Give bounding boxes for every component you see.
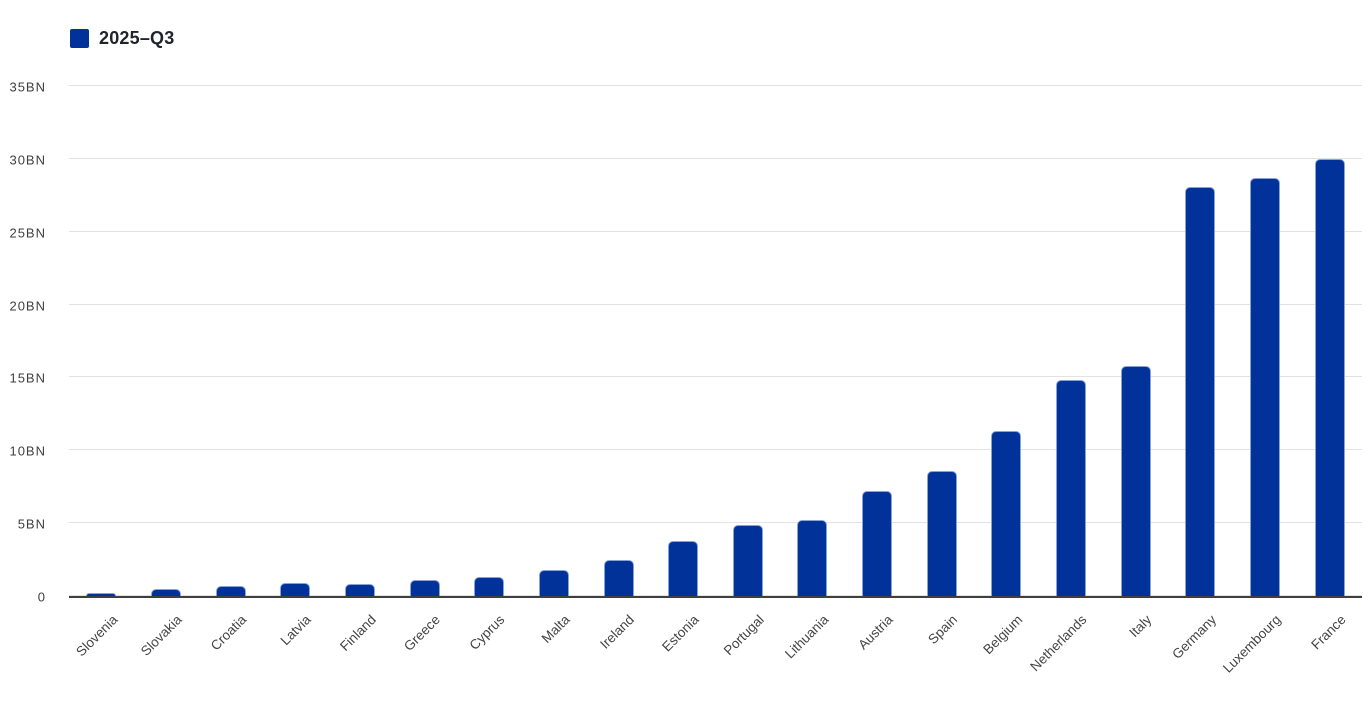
- gridline-10bn: [69, 449, 1362, 451]
- x-axis-labels: Slovenia Slovakia Croatia Latvia Finland Gree…: [69, 596, 1362, 711]
- x-tick-label-ireland: Ireland: [597, 612, 638, 652]
- bar-cyprus[interactable]: [474, 577, 505, 596]
- x-tick-label-finland: Finland: [336, 612, 379, 654]
- x-tick-label-austria: Austria: [855, 612, 896, 653]
- plot-area: [69, 85, 1362, 598]
- bar-slovakia[interactable]: [150, 588, 181, 596]
- y-tick-label-0: 0: [37, 589, 46, 605]
- bar-lithuania[interactable]: [797, 520, 828, 596]
- x-tick-label-luxembourg: Luxembourg: [1219, 612, 1284, 676]
- x-tick-label-france: France: [1307, 612, 1349, 653]
- bar-netherlands[interactable]: [1056, 380, 1087, 596]
- gridline-0bn: [69, 595, 1362, 596]
- x-tick-label-italy: Italy: [1126, 612, 1155, 641]
- bar-france[interactable]: [1314, 158, 1345, 596]
- y-tick-label-20bn: 20BN: [9, 298, 46, 314]
- x-tick-label-estonia: Estonia: [659, 612, 702, 655]
- bar-austria[interactable]: [862, 491, 893, 596]
- x-tick-label-portugal: Portugal: [720, 612, 767, 659]
- y-tick-label-25bn: 25BN: [9, 225, 46, 241]
- x-tick-label-belgium: Belgium: [979, 612, 1026, 658]
- x-tick-label-croatia: Croatia: [207, 612, 250, 654]
- bar-greece[interactable]: [409, 579, 440, 596]
- x-tick-label-slovakia: Slovakia: [137, 612, 185, 659]
- bar-belgium[interactable]: [991, 431, 1022, 596]
- gridline-5bn: [69, 522, 1362, 524]
- gridline-35bn: [69, 85, 1362, 86]
- bar-malta[interactable]: [538, 569, 569, 596]
- x-tick-label-cyprus: Cyprus: [466, 612, 508, 653]
- x-axis-line: [69, 596, 1362, 598]
- gridline-25bn: [69, 230, 1362, 232]
- y-tick-label-15bn: 15BN: [9, 370, 46, 386]
- x-tick-label-spain: Spain: [925, 612, 961, 648]
- bar-germany[interactable]: [1185, 186, 1216, 596]
- bar-portugal[interactable]: [732, 524, 763, 596]
- x-tick-label-slovenia: Slovenia: [72, 612, 120, 660]
- y-tick-label-30bn: 30BN: [9, 152, 46, 168]
- x-tick-label-malta: Malta: [538, 612, 573, 646]
- bar-croatia[interactable]: [215, 585, 246, 596]
- y-tick-label-5bn: 5BN: [17, 516, 46, 532]
- y-axis-labels: 0 5BN 10BN 15BN 20BN 25BN 30BN 35BN: [0, 80, 46, 605]
- bar-italy[interactable]: [1120, 365, 1151, 596]
- bar-luxembourg[interactable]: [1250, 177, 1281, 596]
- gridline-20bn: [69, 303, 1362, 305]
- x-tick-label-latvia: Latvia: [277, 612, 314, 649]
- y-tick-label-35bn: 35BN: [9, 79, 46, 95]
- gridline-15bn: [69, 376, 1362, 378]
- x-tick-label-lithuania: Lithuania: [781, 612, 832, 662]
- bar-spain[interactable]: [926, 470, 957, 596]
- bar-finland[interactable]: [344, 584, 375, 596]
- y-tick-label-10bn: 10BN: [9, 443, 46, 459]
- x-tick-label-netherlands: Netherlands: [1027, 612, 1090, 675]
- legend-swatch: [70, 29, 89, 48]
- legend-label: 2025–Q3: [99, 28, 175, 48]
- legend-item[interactable]: 2025–Q3: [70, 28, 174, 49]
- gridline-30bn: [69, 157, 1362, 159]
- x-tick-label-greece: Greece: [401, 612, 444, 654]
- bar-estonia[interactable]: [668, 540, 699, 596]
- bar-latvia[interactable]: [280, 582, 311, 596]
- bar-slovenia[interactable]: [86, 593, 117, 596]
- bar-ireland[interactable]: [603, 559, 634, 596]
- x-tick-label-germany: Germany: [1169, 612, 1219, 662]
